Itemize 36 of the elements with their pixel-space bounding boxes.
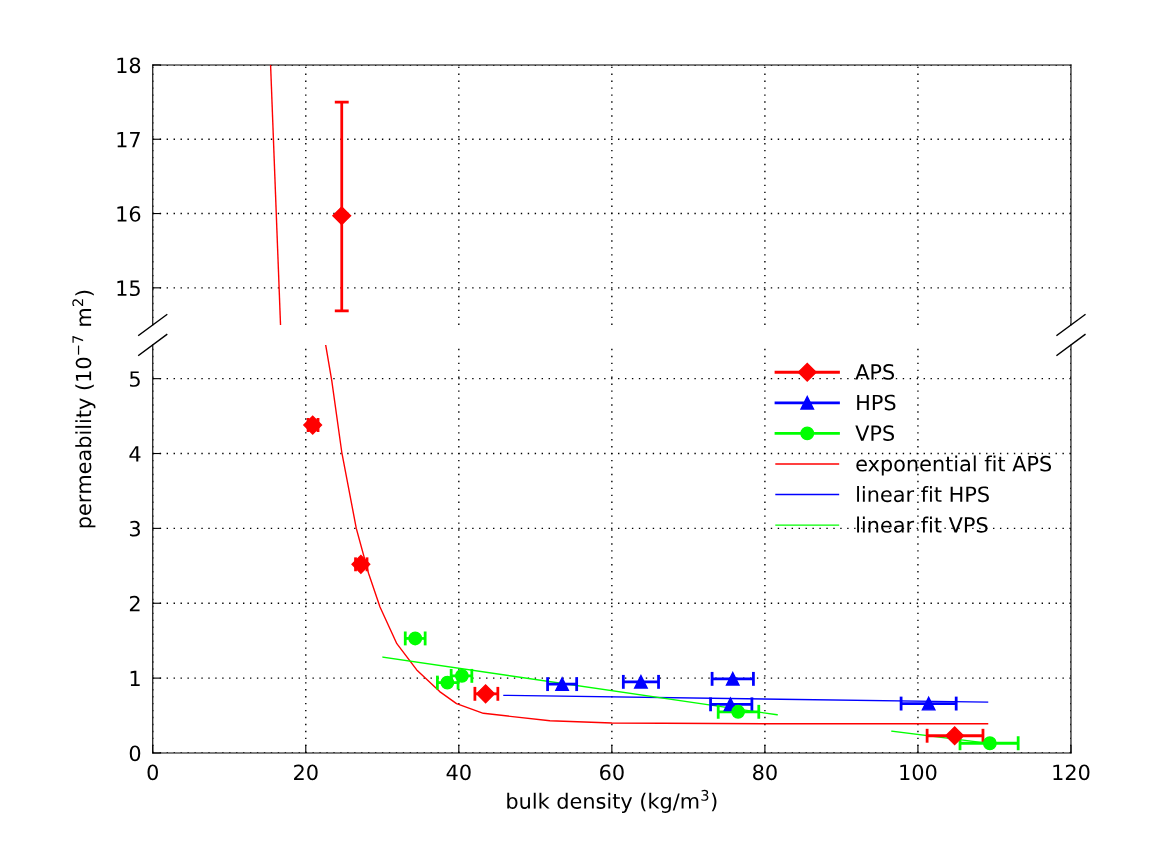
point [982, 736, 997, 751]
x-tick-label: 120 [1053, 764, 1090, 781]
point [921, 696, 936, 711]
point [476, 684, 496, 704]
legend-label: VPS [855, 425, 895, 441]
y-tick-label: 15 [117, 280, 140, 297]
point [408, 631, 423, 646]
y-tick-label: 18 [117, 57, 141, 74]
point [731, 704, 746, 719]
point [945, 726, 965, 746]
x-tick-label: 20 [294, 764, 318, 781]
y-tick-label: 3 [129, 520, 140, 537]
y-tick-label: 16 [117, 206, 141, 222]
legend-label: exponential fit APS [856, 455, 1052, 476]
point [555, 677, 570, 692]
y-tick-label: 1 [130, 670, 140, 687]
y-axis-title: permeability (10$^{−7}$ m$^{2}$) [72, 290, 96, 528]
legend-label: linear fit VPS [857, 516, 988, 533]
x-tick-label: 60 [600, 764, 624, 781]
x-tick-label: 100 [900, 764, 937, 781]
legend-label: HPS [857, 394, 896, 411]
legend-label: APS [855, 364, 895, 380]
y-tick-label: 5 [129, 371, 140, 387]
x-axis-title: bulk density (kg/m$^{3}$) [507, 789, 717, 813]
y-tick-label: 17 [117, 131, 140, 148]
y-tick-label: 2 [129, 595, 140, 612]
point [440, 675, 455, 690]
x-tick-label: 0 [147, 764, 158, 781]
x-tick-label: 80 [753, 764, 777, 781]
y-tick-label: 0 [129, 745, 141, 762]
legend-label: linear fit HPS [857, 486, 989, 503]
point [454, 668, 469, 683]
point [725, 671, 740, 686]
point [633, 674, 648, 689]
x-tick-label: 40 [446, 764, 471, 781]
y-tick-label: 4 [129, 446, 141, 462]
